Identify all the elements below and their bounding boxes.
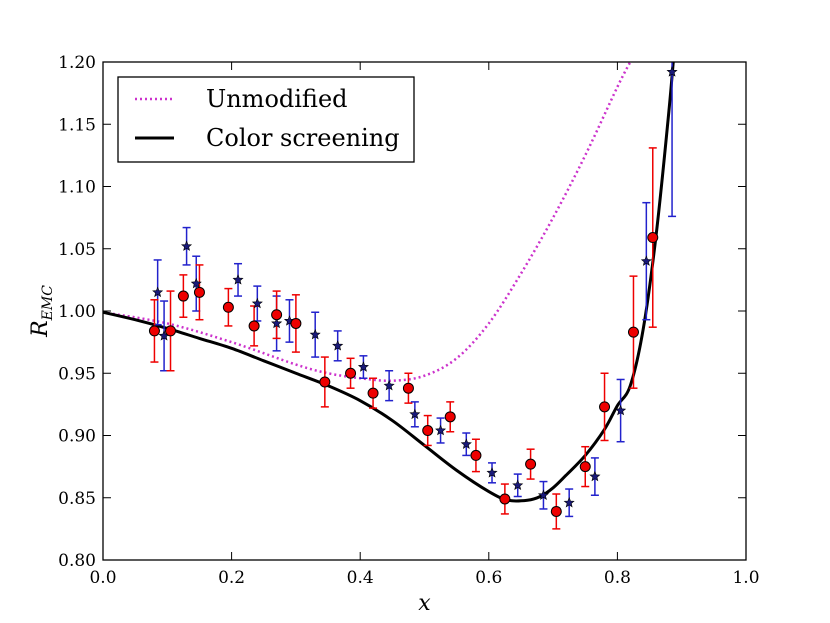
red-circle-marker <box>422 425 434 437</box>
red-circle-marker <box>470 449 482 461</box>
red-circle-marker <box>319 376 331 388</box>
blue-star-marker <box>666 66 678 77</box>
legend: Unmodified Color screening <box>117 76 415 163</box>
blue-star-marker <box>190 277 202 289</box>
legend-box <box>117 76 415 163</box>
legend-color-screening-label: Color screening <box>206 124 400 152</box>
y-tick-label: 1.15 <box>58 115 96 135</box>
red-circle-marker <box>177 290 189 302</box>
y-axis-label-subscript: EMC <box>40 285 56 322</box>
red-circle-marker <box>627 326 639 338</box>
x-tick-label: 0.4 <box>347 568 374 588</box>
y-tick-label: 1.20 <box>58 53 96 73</box>
blue-star-marker <box>181 240 193 251</box>
y-tick-label: 1.05 <box>58 240 96 260</box>
blue-star-marker <box>251 297 263 309</box>
blue-star-marker <box>589 470 601 482</box>
blue-star-marker <box>232 274 244 285</box>
red-circle-marker <box>248 320 260 332</box>
y-tick-label: 1.10 <box>58 178 96 198</box>
y-tick-label: 0.95 <box>58 364 96 384</box>
y-tick-label: 0.80 <box>58 551 96 571</box>
axes-layer: 0.0 0.2 0.4 0.6 0.8 1.0 0.80 0.85 0.90 0.95 1.00 1.… <box>58 53 759 588</box>
red-circle-marker <box>165 325 177 337</box>
blue-star-marker <box>435 424 447 436</box>
red-circle-marker <box>525 458 537 470</box>
y-tick-label: 0.90 <box>58 427 96 447</box>
red-circle-marker <box>345 367 357 379</box>
red-circle-marker <box>550 505 562 517</box>
blue-star-marker <box>309 328 321 340</box>
y-axis-label-main: R <box>28 320 53 338</box>
blue-star-marker <box>409 408 421 420</box>
red-circle-marker <box>271 309 283 321</box>
red-circle-marker <box>290 317 302 329</box>
legend-unmodified-label: Unmodified <box>206 85 348 113</box>
blue-star-marker <box>615 404 627 416</box>
blue-star-marker <box>332 340 344 351</box>
y-axis-label: REMC <box>28 285 56 338</box>
y-axis-label-group: REMC <box>28 285 56 338</box>
blue-star-marker <box>357 361 369 372</box>
blue-star-marker <box>486 467 498 478</box>
x-tick-label: 0.6 <box>475 568 502 588</box>
y-tick-label: 0.85 <box>58 489 96 509</box>
x-axis-label: x <box>418 591 431 616</box>
blue-star-marker <box>512 479 524 490</box>
red-circle-marker <box>444 411 456 423</box>
red-circle-marker <box>599 401 611 413</box>
red-circle-marker <box>402 382 414 394</box>
blue-star-marker <box>537 489 549 500</box>
red-circle-marker <box>222 301 234 313</box>
blue-star-marker <box>383 379 395 391</box>
red-circle-marker <box>148 325 160 337</box>
blue-star-marker <box>152 286 164 298</box>
blue-star-marker <box>640 255 652 266</box>
red-circle-marker <box>579 461 591 473</box>
y-tick-label: 1.00 <box>58 302 96 322</box>
plot-layer <box>103 62 678 530</box>
red-circle-marker <box>499 493 511 505</box>
red-circle-marker <box>647 232 659 244</box>
x-tick-label: 0.0 <box>89 568 116 588</box>
x-tick-label: 1.0 <box>732 568 759 588</box>
red-circle-marker <box>367 387 379 399</box>
blue-star-marker <box>271 317 283 329</box>
unmodified-curve <box>103 62 632 383</box>
blue-star-marker <box>563 496 575 508</box>
blue-star-marker <box>460 438 472 449</box>
red-circle-marker <box>193 286 205 298</box>
x-tick-label: 0.8 <box>604 568 631 588</box>
x-tick-label: 0.2 <box>218 568 245 588</box>
